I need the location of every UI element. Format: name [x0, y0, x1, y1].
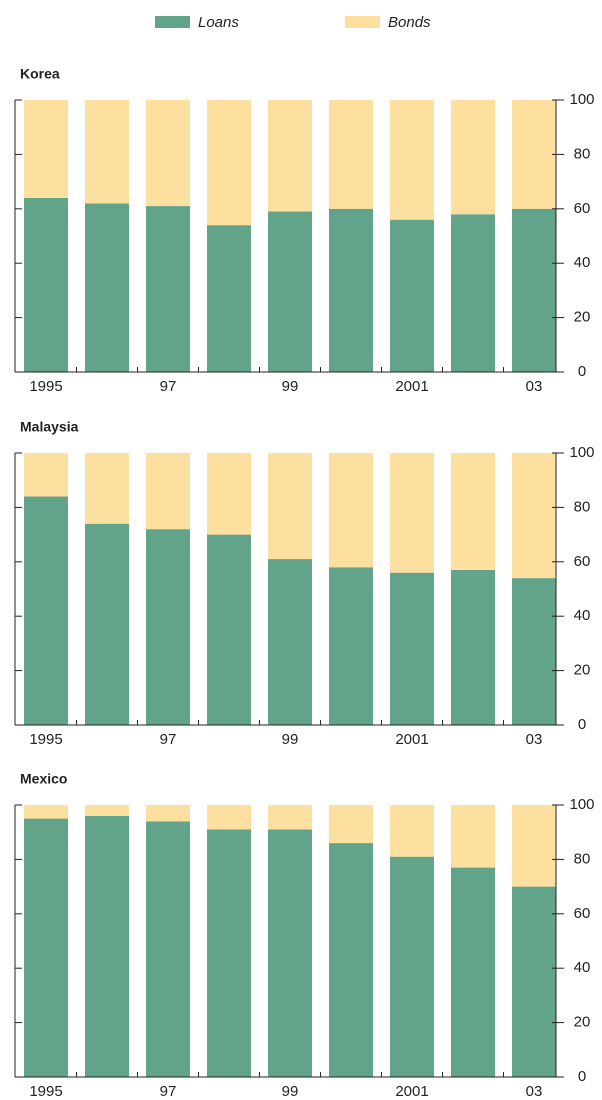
x-tick-label: 03	[526, 378, 543, 395]
bar-segment	[268, 453, 312, 560]
legend-swatch	[155, 16, 190, 28]
y-tick-label: 20	[574, 662, 591, 679]
y-tick-label: 100	[569, 796, 594, 813]
bar-segment	[512, 100, 556, 209]
bar-segment	[451, 453, 495, 570]
bar-segment	[85, 815, 129, 1077]
bar-segment	[24, 805, 68, 819]
bar-segment	[512, 578, 556, 725]
bar-segment	[268, 829, 312, 1077]
bar-segment	[146, 805, 190, 822]
bar-segment	[390, 805, 434, 857]
bar-segment	[329, 453, 373, 568]
legend-label: Loans	[198, 14, 239, 31]
bar-segment	[390, 856, 434, 1077]
y-tick-label: 20	[574, 309, 591, 326]
bar-segment	[329, 567, 373, 725]
bar-segment	[329, 208, 373, 372]
bar-segment	[85, 523, 129, 725]
bar-segment	[390, 572, 434, 725]
bar-segment	[512, 208, 556, 372]
bar-segment	[390, 219, 434, 372]
bar-segment	[207, 225, 251, 372]
bar-segment	[329, 805, 373, 844]
y-tick-label: 80	[574, 498, 591, 515]
y-tick-label: 0	[578, 1068, 586, 1085]
bar-segment	[512, 886, 556, 1077]
bar-segment	[268, 805, 312, 830]
x-tick-label: 1995	[29, 1083, 62, 1100]
y-tick-label: 0	[578, 363, 586, 380]
x-tick-label: 97	[160, 378, 177, 395]
bar-segment	[512, 805, 556, 887]
bar-segment	[85, 100, 129, 204]
bar-segment	[207, 534, 251, 725]
x-tick-label: 97	[160, 731, 177, 748]
bar-segment	[451, 100, 495, 215]
y-tick-label: 20	[574, 1014, 591, 1031]
y-tick-label: 80	[574, 145, 591, 162]
x-tick-label: 99	[282, 1083, 299, 1100]
legend-label: Bonds	[388, 14, 431, 31]
y-tick-label: 40	[574, 607, 591, 624]
x-tick-label: 99	[282, 378, 299, 395]
panel-title: Mexico	[20, 771, 67, 787]
bar-segment	[85, 203, 129, 372]
bar-segment	[146, 821, 190, 1077]
x-tick-label: 2001	[395, 731, 428, 748]
bar-segment	[207, 829, 251, 1077]
bar-segment	[207, 453, 251, 535]
y-tick-label: 40	[574, 254, 591, 271]
bar-segment	[451, 867, 495, 1077]
bar-segment	[451, 214, 495, 372]
y-tick-label: 80	[574, 850, 591, 867]
x-tick-label: 1995	[29, 378, 62, 395]
y-tick-label: 40	[574, 959, 591, 976]
bar-segment	[24, 453, 68, 497]
bar-segment	[85, 453, 129, 524]
bar-segment	[268, 100, 312, 212]
bar-segment	[146, 100, 190, 207]
legend-swatch	[345, 16, 380, 28]
x-tick-label: 97	[160, 1083, 177, 1100]
bar-segment	[146, 453, 190, 530]
bar-segment	[24, 197, 68, 372]
bar-segment	[85, 805, 129, 816]
panel-title: Malaysia	[20, 419, 79, 435]
bar-segment	[24, 818, 68, 1077]
bar-segment	[390, 100, 434, 220]
bar-segment	[329, 100, 373, 209]
bar-segment	[329, 843, 373, 1077]
x-tick-label: 2001	[395, 1083, 428, 1100]
x-tick-label: 1995	[29, 731, 62, 748]
y-tick-label: 100	[569, 91, 594, 108]
y-tick-label: 60	[574, 553, 591, 570]
bar-segment	[146, 206, 190, 372]
y-tick-label: 0	[578, 716, 586, 733]
x-tick-label: 2001	[395, 378, 428, 395]
bar-segment	[146, 529, 190, 725]
bar-segment	[207, 100, 251, 226]
bar-segment	[390, 453, 434, 573]
y-tick-label: 100	[569, 444, 594, 461]
bar-segment	[512, 453, 556, 579]
bar-segment	[268, 211, 312, 372]
x-tick-label: 03	[526, 731, 543, 748]
bar-segment	[268, 559, 312, 725]
x-tick-label: 03	[526, 1083, 543, 1100]
bar-segment	[24, 100, 68, 198]
panel-title: Korea	[20, 66, 60, 82]
bar-segment	[207, 805, 251, 830]
bar-segment	[24, 496, 68, 725]
bar-segment	[451, 569, 495, 725]
bar-segment	[451, 805, 495, 868]
y-tick-label: 60	[574, 200, 591, 217]
y-tick-label: 60	[574, 905, 591, 922]
x-tick-label: 99	[282, 731, 299, 748]
